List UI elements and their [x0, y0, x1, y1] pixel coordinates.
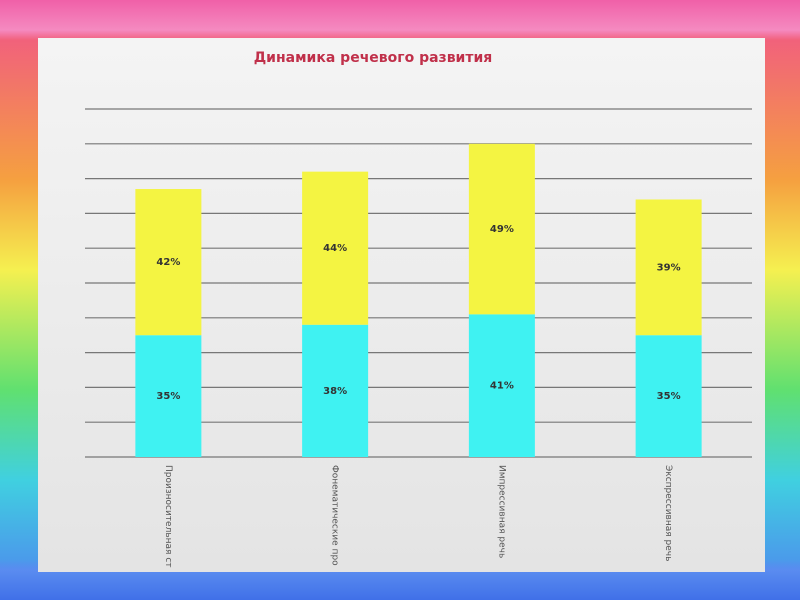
- data-label: 35%: [156, 391, 180, 402]
- bar-segment: [468, 143, 535, 315]
- data-label: 42%: [156, 257, 180, 268]
- bar-segment: [135, 189, 202, 336]
- data-label: 41%: [490, 381, 514, 392]
- bar-segment: [302, 324, 369, 457]
- chart-title: Динамика речевого развития: [254, 50, 493, 66]
- x-tick-label: Экспрессивная речь: [663, 465, 673, 561]
- data-label: 38%: [323, 386, 347, 397]
- bar-segment: [635, 199, 702, 336]
- bar-segment: [468, 314, 535, 457]
- data-label: 39%: [657, 262, 681, 273]
- data-label: 44%: [323, 243, 347, 254]
- bar-segment: [135, 335, 202, 457]
- bar-segment: [302, 171, 369, 325]
- data-label: 49%: [490, 224, 514, 235]
- x-tick-label: Фонематические про: [330, 465, 340, 566]
- data-label: 35%: [657, 391, 681, 402]
- x-tick-label: Импрессивная речь: [496, 465, 506, 558]
- bar-segment: [635, 335, 702, 457]
- x-tick-label: Произносительная ст: [163, 465, 173, 568]
